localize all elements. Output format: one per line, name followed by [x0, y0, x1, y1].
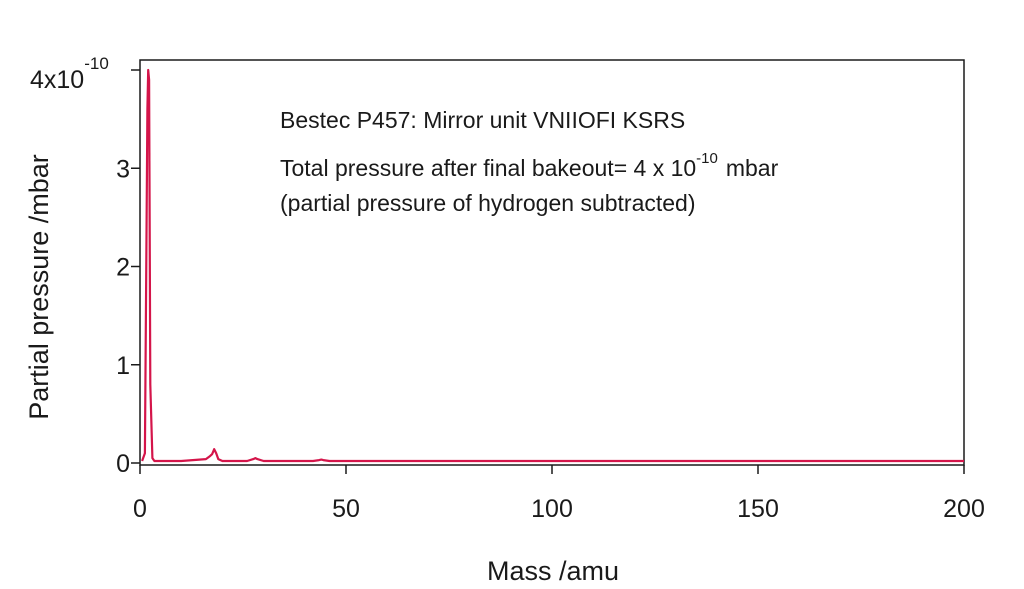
y-tick-label: 2: [116, 254, 130, 282]
y-axis-ticks: 0 1 2 3 4x10-10: [30, 54, 140, 478]
y-tick-label-exponent: -10: [84, 54, 109, 73]
y-tick-label: 4x10-10: [30, 54, 109, 94]
y-axis-title: Partial pressure /mbar: [24, 154, 54, 420]
y-tick-label: 1: [116, 352, 130, 380]
annotation-line-2-exponent: -10: [696, 150, 718, 167]
x-tick-label: 200: [943, 495, 985, 523]
annotation-line-2-prefix: Total pressure after final bakeout= 4 x …: [280, 155, 696, 181]
x-axis-title: Mass /amu: [487, 556, 619, 586]
annotation-line-3: (partial pressure of hydrogen subtracted…: [280, 190, 696, 216]
x-tick-label: 50: [332, 495, 360, 523]
annotation-line-1: Bestec P457: Mirror unit VNIIOFI KSRS: [280, 107, 685, 133]
annotation-line-2-suffix: mbar: [726, 155, 779, 181]
series-line: [141, 68, 964, 463]
x-tick-label: 150: [737, 495, 779, 523]
x-tick-label: 100: [531, 495, 573, 523]
y-tick-label-base: 4x10: [30, 66, 84, 94]
x-axis-ticks: 0 50 100 150 200: [133, 465, 985, 523]
y-tick-label: 3: [116, 155, 130, 183]
y-tick-label: 0: [116, 450, 130, 478]
annotation-line-2: Total pressure after final bakeout= 4 x …: [280, 150, 779, 181]
x-tick-label: 0: [133, 495, 147, 523]
